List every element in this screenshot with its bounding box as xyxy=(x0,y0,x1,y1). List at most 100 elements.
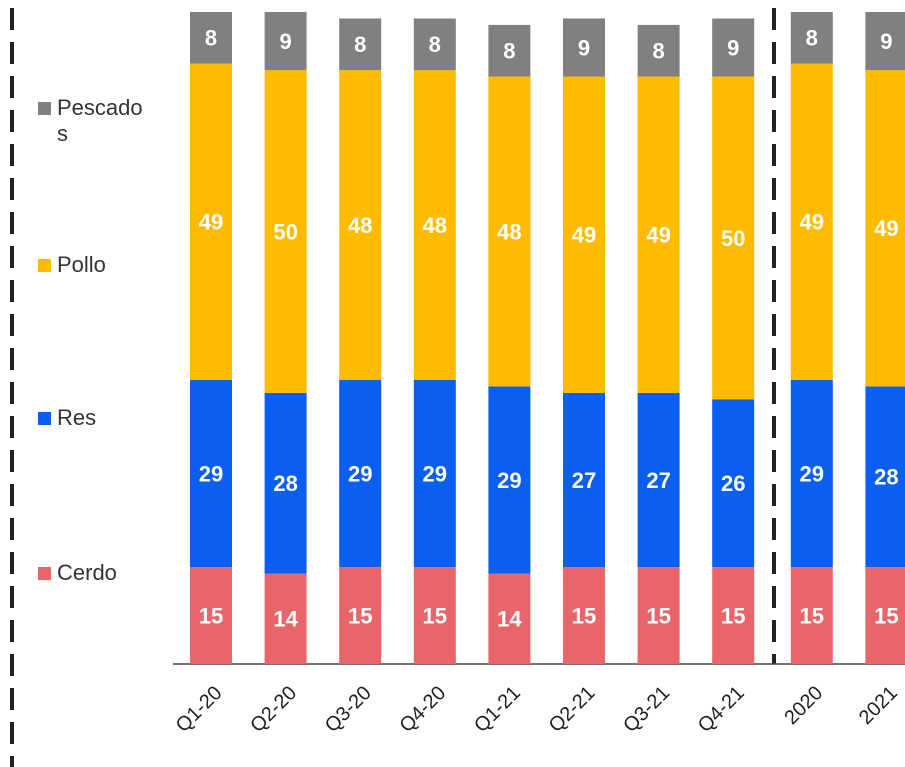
data-label: 8 xyxy=(205,26,217,51)
x-tick-label: 2021 xyxy=(855,682,902,729)
bar-segment xyxy=(712,18,755,77)
legend-item: Res xyxy=(38,405,153,431)
data-label: 15 xyxy=(572,603,596,628)
data-label: 48 xyxy=(423,213,447,238)
data-label: 8 xyxy=(806,26,818,51)
bar-segment xyxy=(488,76,531,387)
x-tick-label: Q3-21 xyxy=(619,682,674,737)
data-label: 29 xyxy=(348,461,372,486)
bar-segment xyxy=(339,567,382,664)
x-tick-label: Q4-20 xyxy=(395,682,450,737)
bar-segment xyxy=(563,76,605,393)
x-tick-label: Q3-20 xyxy=(321,682,376,737)
legend-item: Pollo xyxy=(38,252,153,278)
bar-segment xyxy=(865,386,905,568)
bar-segment xyxy=(488,386,531,574)
legend-swatch xyxy=(38,567,51,580)
data-label: 15 xyxy=(721,603,745,628)
data-label: 9 xyxy=(279,29,291,54)
data-label: 27 xyxy=(572,468,596,493)
x-tick-label: Q4-21 xyxy=(694,682,749,737)
data-label: 49 xyxy=(874,216,898,241)
bar-segment xyxy=(413,18,456,71)
data-label: 15 xyxy=(423,603,447,628)
bar-segment xyxy=(865,70,905,387)
bar-segment xyxy=(339,18,382,71)
bar-segment xyxy=(637,567,680,664)
x-tick-label: Q1-21 xyxy=(470,682,525,737)
data-label: 50 xyxy=(273,219,297,244)
bar-segment xyxy=(790,12,833,64)
bar-segment xyxy=(865,567,905,664)
data-label: 50 xyxy=(721,226,745,251)
data-label: 9 xyxy=(727,35,739,60)
bar-segment xyxy=(637,76,680,393)
bar-segment xyxy=(413,379,456,568)
bar-segment xyxy=(865,12,905,71)
data-label: 15 xyxy=(348,603,372,628)
bar-segment xyxy=(190,379,232,568)
bar-segment xyxy=(790,63,833,380)
x-tick-label: Q1-20 xyxy=(172,682,227,737)
legend-label: Res xyxy=(57,405,97,430)
data-label: 49 xyxy=(800,210,824,235)
legend-item: Pescados xyxy=(38,95,153,147)
data-label: 8 xyxy=(354,32,366,57)
legend-label: Pollo xyxy=(57,252,106,277)
data-label: 26 xyxy=(721,471,745,496)
bar-segment xyxy=(712,399,755,568)
data-label: 9 xyxy=(880,29,892,54)
data-label: 9 xyxy=(578,35,590,60)
bar-segment xyxy=(413,567,456,664)
bar-segment xyxy=(712,76,755,400)
data-label: 49 xyxy=(646,223,670,248)
data-label: 8 xyxy=(503,39,515,64)
bar-segment xyxy=(190,63,232,380)
data-label: 29 xyxy=(423,461,447,486)
data-label: 15 xyxy=(800,603,824,628)
data-label: 49 xyxy=(199,210,223,235)
data-label: 8 xyxy=(429,32,441,57)
bar-segment xyxy=(563,392,605,568)
data-label: 29 xyxy=(199,461,223,486)
x-tick-label: Q2-20 xyxy=(246,682,301,737)
bar-segment xyxy=(712,567,755,664)
data-label: 8 xyxy=(652,39,664,64)
legend-swatch xyxy=(38,259,51,272)
data-label: 28 xyxy=(273,471,297,496)
bar-segment xyxy=(264,12,307,71)
bar-segment xyxy=(488,24,531,77)
data-label: 14 xyxy=(497,607,522,632)
data-label: 49 xyxy=(572,223,596,248)
data-label: 15 xyxy=(199,603,223,628)
data-label: 14 xyxy=(273,607,298,632)
legend-item: Cerdo xyxy=(38,560,153,586)
data-label: 29 xyxy=(497,468,521,493)
bar-segment xyxy=(190,12,232,64)
bar-segment xyxy=(339,70,382,380)
bar-segment xyxy=(413,70,456,380)
bar-segment xyxy=(190,567,232,664)
bar-segment xyxy=(264,392,307,574)
bar-segment xyxy=(563,18,605,77)
data-label: 15 xyxy=(646,603,670,628)
data-label: 28 xyxy=(874,465,898,490)
data-label: 48 xyxy=(348,213,372,238)
data-label: 48 xyxy=(497,219,521,244)
bar-segment xyxy=(637,392,680,568)
data-label: 29 xyxy=(800,461,824,486)
data-label: 15 xyxy=(874,603,898,628)
bar-segment xyxy=(264,573,307,664)
bar-segment xyxy=(488,573,531,664)
data-label: 27 xyxy=(646,468,670,493)
legend-swatch xyxy=(38,102,51,115)
x-tick-label: Q2-21 xyxy=(545,682,600,737)
bar-segment xyxy=(563,567,605,664)
bar-segment xyxy=(790,567,833,664)
legend-label: Cerdo xyxy=(57,560,117,585)
legend-label: Pescados xyxy=(57,95,143,146)
x-tick-label: 2020 xyxy=(780,682,827,729)
bar-segment xyxy=(637,24,680,77)
